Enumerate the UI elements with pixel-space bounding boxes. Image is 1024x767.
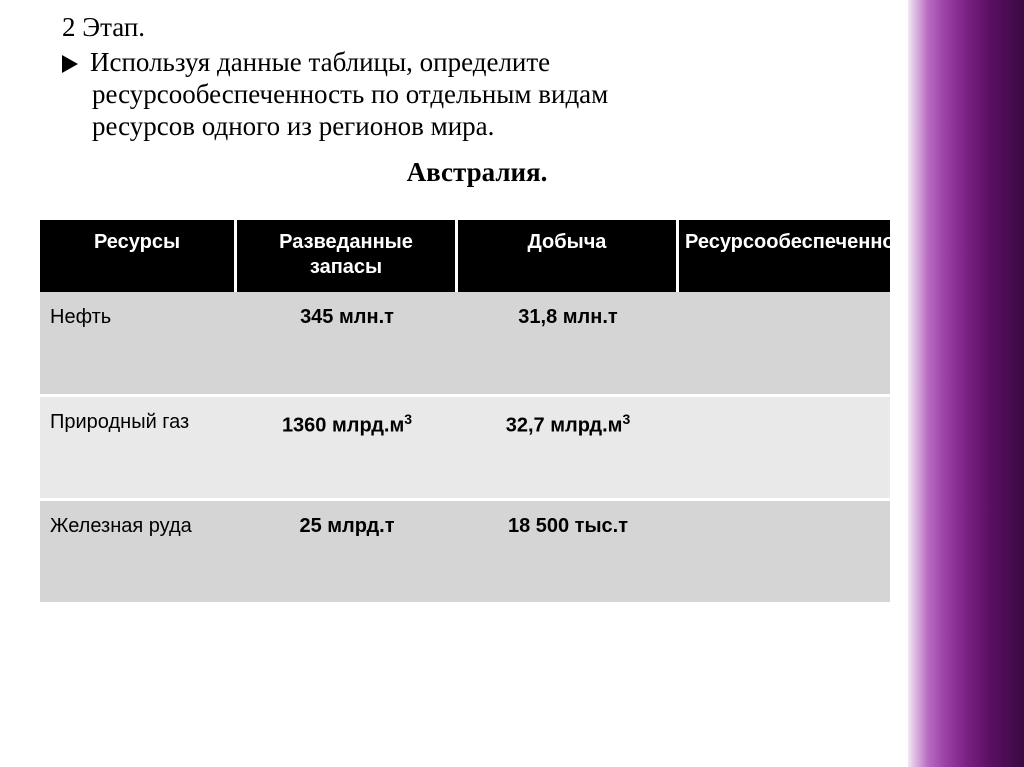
resources-table: Ресурсы Разведанные запасы Добыча Ресурс… <box>40 220 890 606</box>
cell-resource: Нефть <box>40 292 236 396</box>
cell-resource: Природный газ <box>40 396 236 500</box>
cell-availability <box>678 500 891 604</box>
table-header-row: Ресурсы Разведанные запасы Добыча Ресурс… <box>40 220 890 292</box>
cell-extraction: 18 500 тыс.т <box>457 500 678 604</box>
text-block: 2 Этап. Используя данные таблицы, опреде… <box>0 0 830 188</box>
stage-title: 2 Этап. <box>62 12 830 43</box>
intro-line-3: ресурсов одного из регионов мира. <box>62 111 830 143</box>
triangle-bullet-icon <box>62 55 78 73</box>
cell-availability <box>678 292 891 396</box>
cell-reserves: 25 млрд.т <box>236 500 457 604</box>
col-header-reserves: Разведанные запасы <box>236 220 457 292</box>
cell-extraction: 31,8 млн.т <box>457 292 678 396</box>
cell-extraction: 32,7 млрд.м3 <box>457 396 678 500</box>
col-header-resources: Ресурсы <box>40 220 236 292</box>
cell-resource: Железная руда <box>40 500 236 604</box>
intro-paragraph: Используя данные таблицы, определите рес… <box>62 47 830 143</box>
decorative-gradient-strip <box>904 0 1024 767</box>
col-header-extraction: Добыча <box>457 220 678 292</box>
table-body: Нефть 345 млн.т 31,8 млн.т Природный газ… <box>40 292 890 604</box>
cell-reserves: 1360 млрд.м3 <box>236 396 457 500</box>
cell-reserves: 345 млн.т <box>236 292 457 396</box>
subtitle: Австралия. <box>62 157 892 188</box>
intro-line-2: ресурсообеспеченность по отдельным видам <box>62 79 830 111</box>
table-row: Железная руда 25 млрд.т 18 500 тыс.т <box>40 500 890 604</box>
cell-availability <box>678 396 891 500</box>
table-row: Природный газ 1360 млрд.м3 32,7 млрд.м3 <box>40 396 890 500</box>
table-row: Нефть 345 млн.т 31,8 млн.т <box>40 292 890 396</box>
col-header-availability: Ресурсообеспеченность <box>678 220 891 292</box>
intro-line-1: Используя данные таблицы, определите <box>90 47 550 79</box>
